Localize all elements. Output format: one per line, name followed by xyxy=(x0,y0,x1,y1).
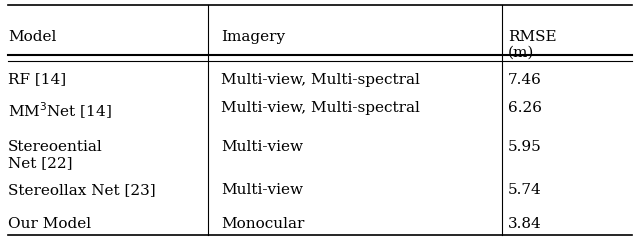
Text: Multi-view: Multi-view xyxy=(221,140,303,154)
Text: 7.46: 7.46 xyxy=(508,72,542,87)
Text: MM$^3$Net [14]: MM$^3$Net [14] xyxy=(8,101,112,121)
Text: 3.84: 3.84 xyxy=(508,217,541,231)
Text: Multi-view: Multi-view xyxy=(221,183,303,197)
Text: Our Model: Our Model xyxy=(8,217,91,231)
Text: Stereoential
Net [22]: Stereoential Net [22] xyxy=(8,140,102,170)
Text: 5.74: 5.74 xyxy=(508,183,541,197)
Text: Monocular: Monocular xyxy=(221,217,305,231)
Text: Imagery: Imagery xyxy=(221,30,285,44)
Text: RF [14]: RF [14] xyxy=(8,72,66,87)
Text: Multi-view, Multi-spectral: Multi-view, Multi-spectral xyxy=(221,72,420,87)
Text: Model: Model xyxy=(8,30,56,44)
Text: 6.26: 6.26 xyxy=(508,101,542,115)
Text: 5.95: 5.95 xyxy=(508,140,541,154)
Text: Multi-view, Multi-spectral: Multi-view, Multi-spectral xyxy=(221,101,420,115)
Text: Stereollax Net [23]: Stereollax Net [23] xyxy=(8,183,156,197)
Text: RMSE
(m): RMSE (m) xyxy=(508,30,557,60)
